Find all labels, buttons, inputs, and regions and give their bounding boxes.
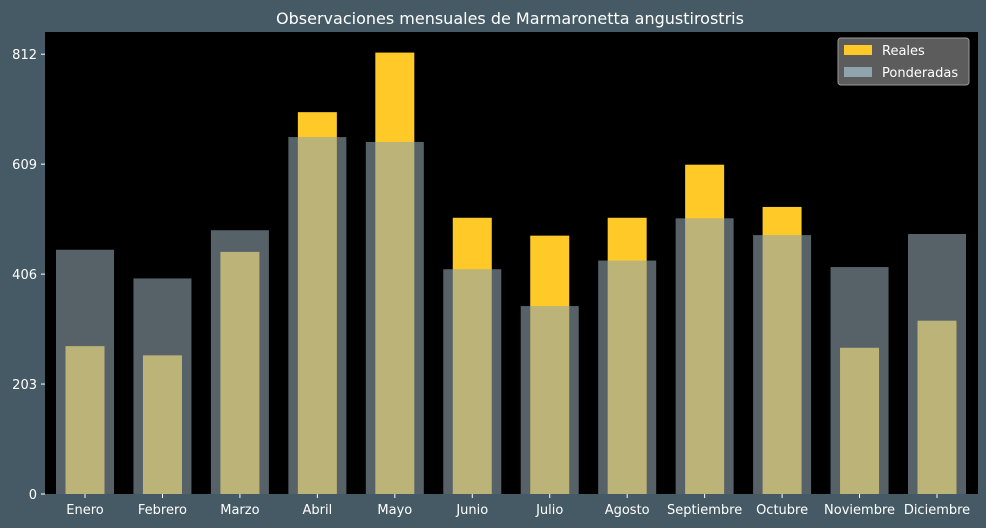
y-axis: 0 203 406 609 812 <box>12 48 45 503</box>
x-tick-label-abril: Abril <box>303 503 333 518</box>
chart-title: Observaciones mensuales de Marmaronetta … <box>276 9 744 28</box>
bar-ponderadas-febrero <box>133 278 192 494</box>
x-axis: Enero Febrero Marzo Abril Mayo Junio Julio Agos… <box>66 494 970 518</box>
y-tick-label-609: 609 <box>12 158 37 173</box>
bar-ponderadas-noviembre <box>830 267 889 494</box>
bar-ponderadas-julio <box>520 306 579 494</box>
x-tick-label-marzo: Marzo <box>220 503 259 518</box>
x-tick-label-febrero: Febrero <box>138 503 187 518</box>
bar-ponderadas-agosto <box>598 260 657 494</box>
y-tick-label-0: 0 <box>29 488 37 503</box>
legend-swatch-ponderadas <box>844 67 872 77</box>
bar-ponderadas-marzo <box>210 230 269 494</box>
y-tick-label-406: 406 <box>12 268 37 283</box>
legend-swatch-reales <box>844 45 872 55</box>
x-tick-label-octubre: Octubre <box>756 503 808 518</box>
bars-ponderadas <box>56 137 966 495</box>
bar-ponderadas-mayo <box>365 141 424 494</box>
bar-ponderadas-diciembre <box>908 234 966 495</box>
bar-ponderadas-abril <box>288 137 347 494</box>
bar-ponderadas-enero <box>56 249 114 494</box>
bar-ponderadas-septiembre <box>675 218 734 494</box>
y-tick-label-812: 812 <box>12 48 37 63</box>
y-tick-label-203: 203 <box>12 378 37 393</box>
legend-label-ponderadas: Ponderadas <box>882 66 958 81</box>
x-tick-label-julio: Julio <box>535 503 563 518</box>
legend: Reales Ponderadas <box>837 37 970 86</box>
x-tick-label-enero: Enero <box>66 503 104 518</box>
x-tick-label-diciembre: Diciembre <box>904 503 970 518</box>
bar-ponderadas-junio <box>443 269 502 494</box>
plot-area <box>45 32 978 494</box>
legend-label-reales: Reales <box>882 44 925 59</box>
x-tick-label-mayo: Mayo <box>377 503 412 518</box>
bar-ponderadas-octubre <box>753 235 812 494</box>
x-tick-label-junio: Junio <box>455 503 488 518</box>
x-tick-label-septiembre: Septiembre <box>667 503 742 518</box>
x-tick-label-agosto: Agosto <box>605 503 650 518</box>
x-tick-label-noviembre: Noviembre <box>824 503 895 518</box>
